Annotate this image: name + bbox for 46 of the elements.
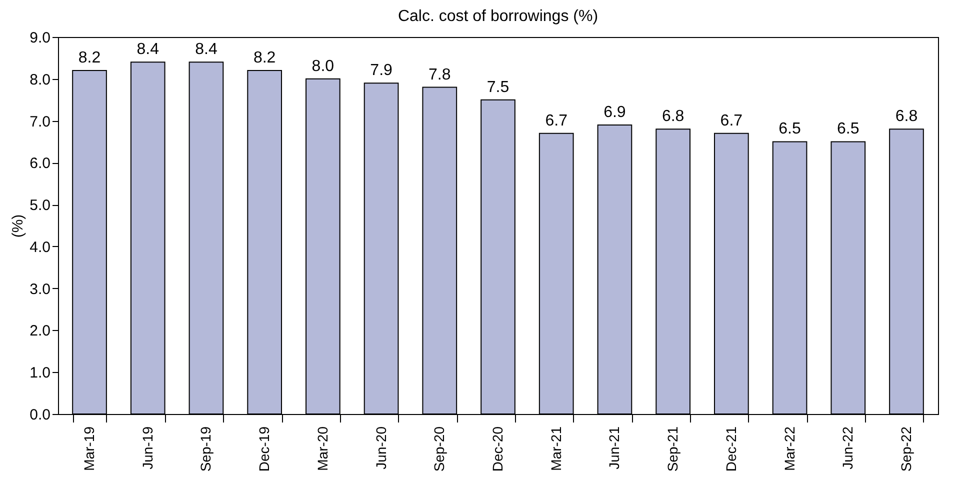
y-tick-label: 9.0 [30,30,50,46]
x-tick-label: Sep-22 [898,426,914,472]
data-label: 8.0 [312,58,334,75]
data-label: 6.7 [545,112,568,130]
bar [422,86,458,414]
data-label: 7.9 [370,62,393,80]
x-tick-label: Mar-20 [314,426,330,471]
y-tick-label: 2.0 [30,322,50,340]
data-label: 6.8 [662,108,684,126]
y-tick-label: 5.0 [30,197,50,214]
y-tick-label: 4.0 [30,238,50,256]
data-label: 8.4 [195,41,218,58]
data-label: 6.9 [604,104,626,121]
y-axis-title: (%) [10,214,27,238]
data-label: 6.5 [778,120,801,138]
x-tick-label: Sep-20 [431,426,448,472]
x-tick-label: Jun-22 [840,426,856,470]
bar [247,70,282,414]
data-label: 7.5 [486,78,510,96]
bar [772,141,808,414]
chart-title: Calc. cost of borrowings (%) [398,8,598,25]
x-tick-label: Mar-22 [781,426,798,471]
data-label: 8.2 [253,50,276,67]
data-label: 8.4 [136,41,160,58]
y-tick-label: 0.0 [30,406,50,424]
x-tick-label: Jun-19 [139,426,156,470]
y-tick-label: 6.0 [30,155,50,172]
x-tick-label: Sep-21 [664,426,681,472]
y-tick-label: 3.0 [30,280,50,298]
y-tick-label: 8.0 [30,71,50,88]
data-label: 6.8 [895,108,918,126]
x-tick-label: Dec-20 [490,426,506,472]
x-tick-label: Jun-21 [606,426,622,470]
x-tick-label: Sep-19 [198,426,214,472]
x-tick-label: Mar-19 [81,426,98,471]
data-label: 7.8 [428,66,451,84]
y-tick-label: 1.0 [30,364,50,382]
x-tick-label: Jun-20 [372,426,389,470]
x-tick-label: Mar-21 [548,426,564,471]
data-label: 6.7 [720,112,743,130]
y-tick-label: 7.0 [30,113,50,130]
data-label: 6.5 [837,120,860,138]
x-tick-label: Dec-21 [722,426,739,472]
bar [597,124,632,414]
data-label: 8.2 [78,50,101,67]
x-tick-label: Dec-19 [256,426,272,472]
